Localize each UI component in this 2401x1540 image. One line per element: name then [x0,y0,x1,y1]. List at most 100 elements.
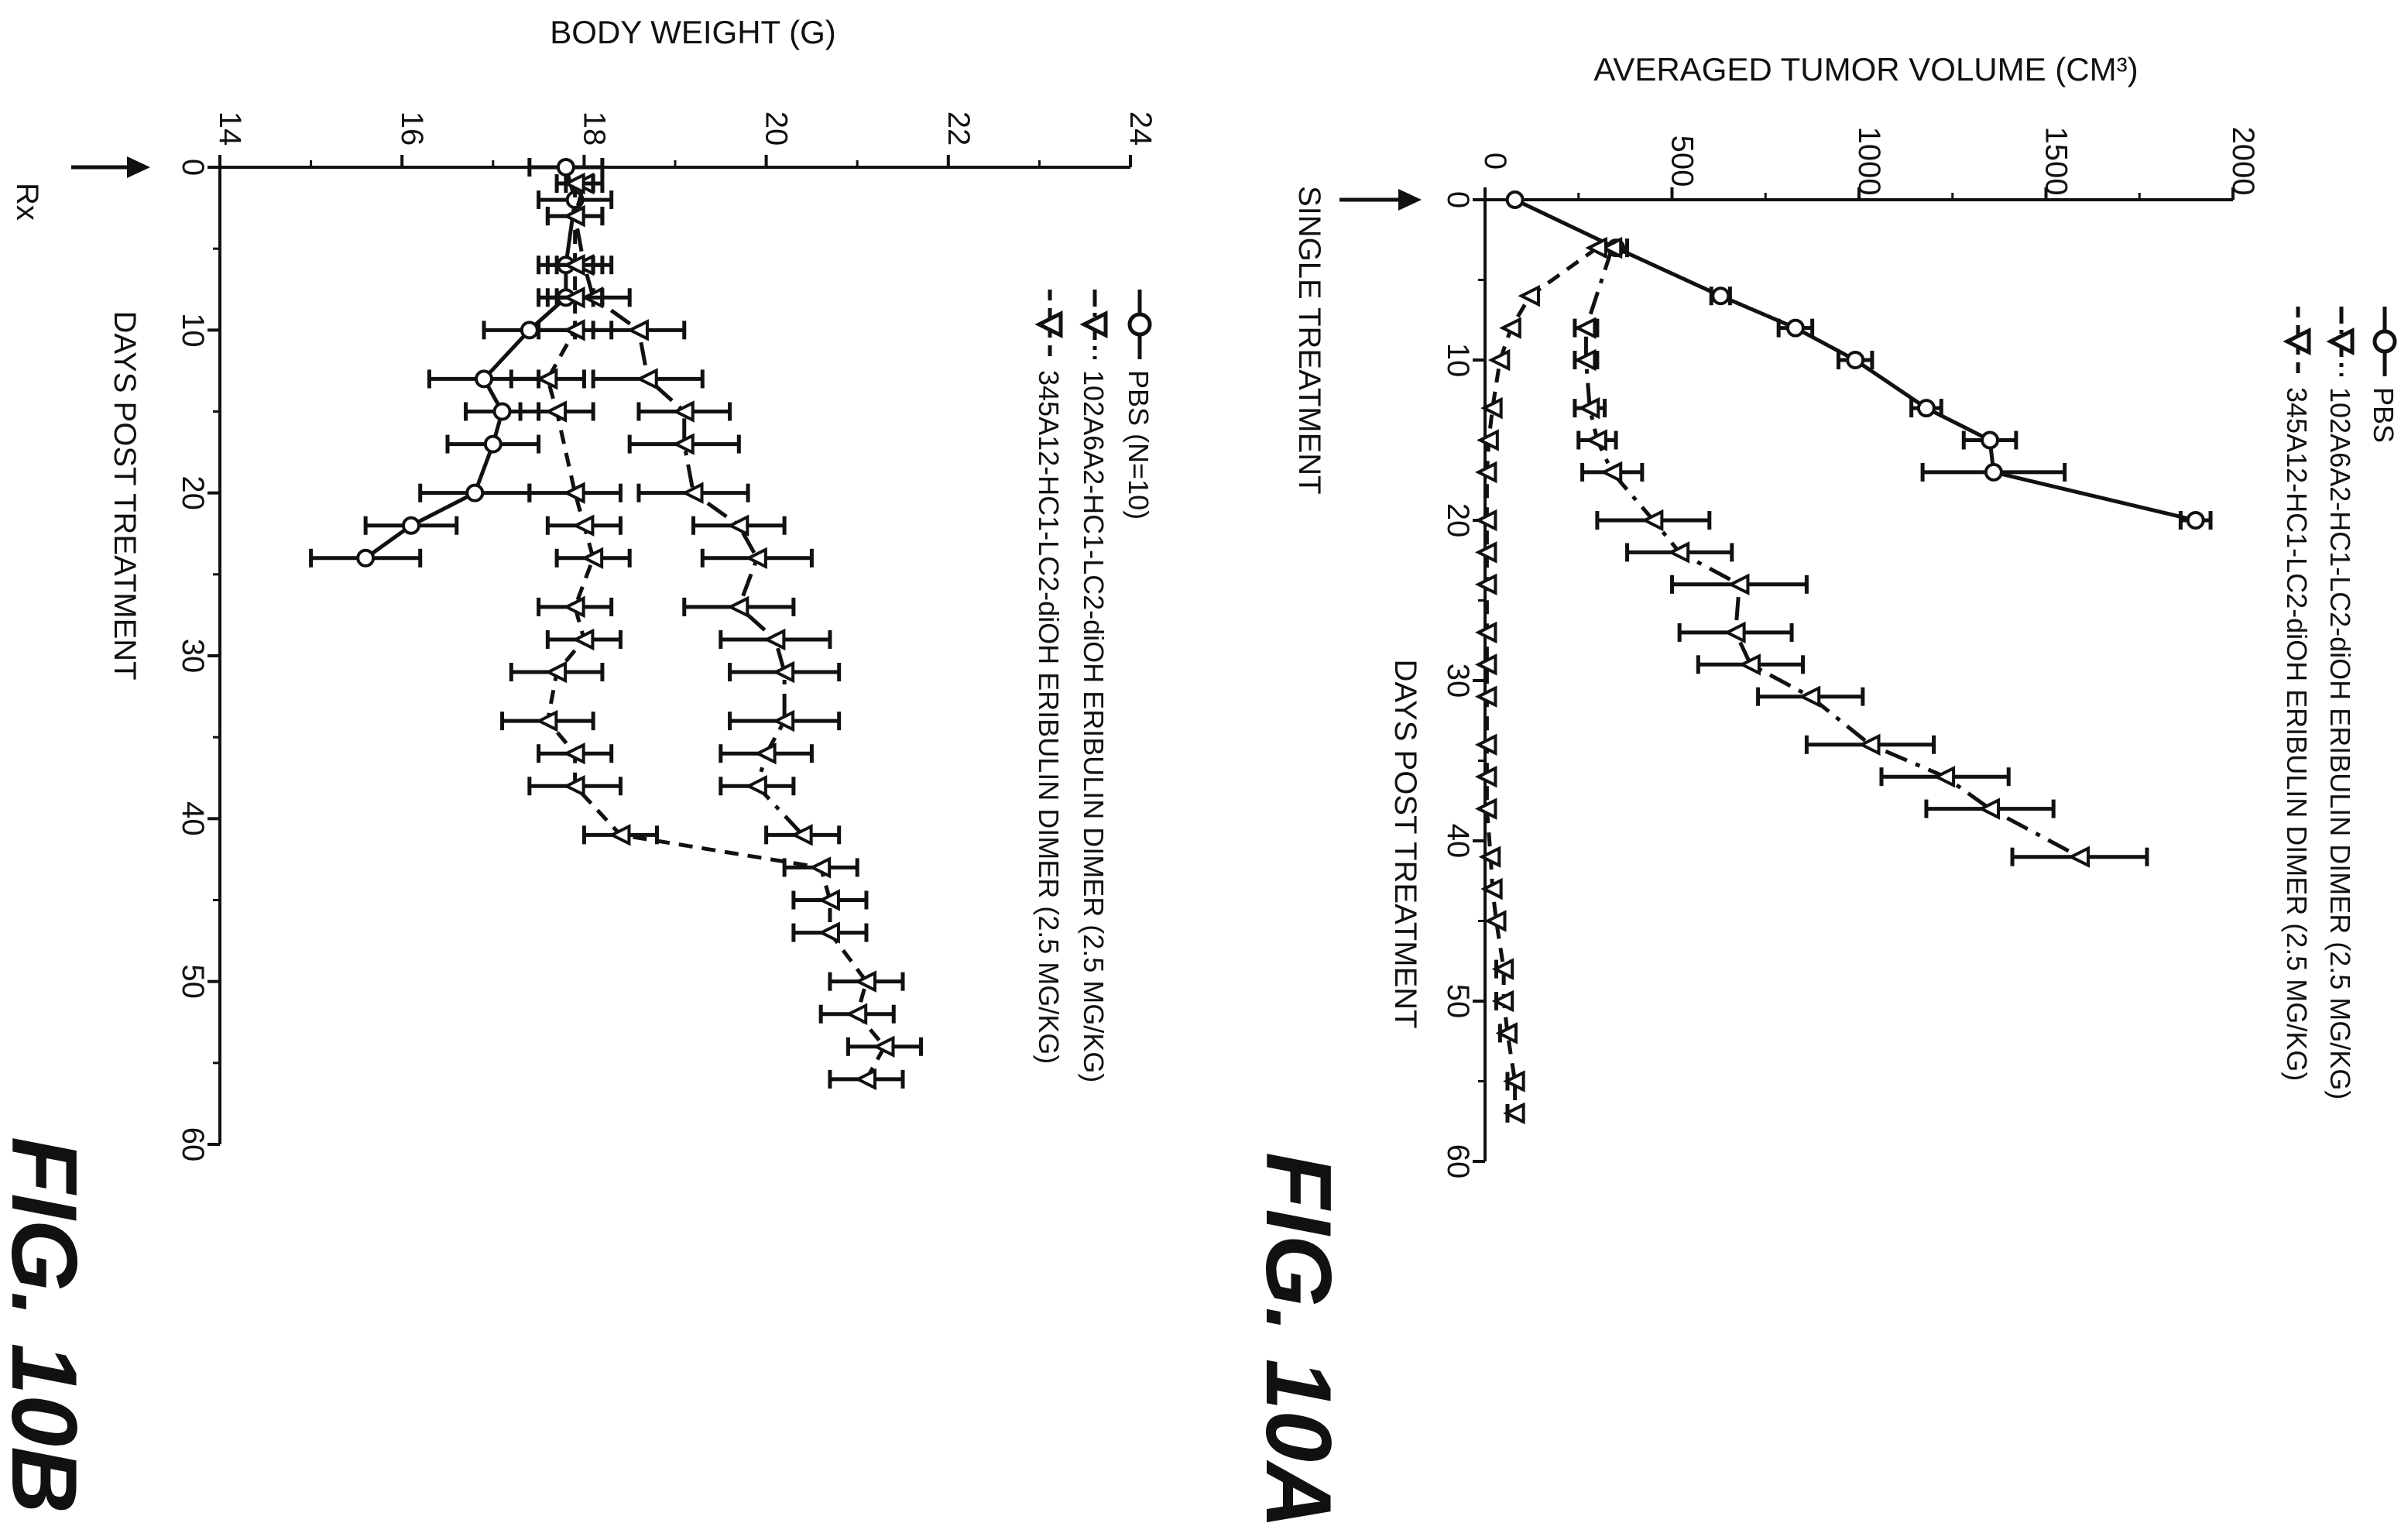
chart-10b-data-point [754,742,777,765]
chart-10a-y-tick-label: 1000 [1852,127,1886,196]
chart-10b-legend-label: 345A12-HC1-LC2-diOH ERIBULIN DIMER (2.5 … [1033,370,1065,1064]
chart-10b-data-point [808,856,832,879]
chart-10b-data-point [563,482,585,504]
chart-10a-series [1474,190,2213,1125]
chart-10a-data-point [1487,348,1511,372]
chart-panel-10b: BODY WEIGHT (G) DAYS POST TREATMENT Rx F… [0,14,1158,1514]
chart-10b-data-point [563,775,585,797]
chart-10b-data-point [745,775,767,797]
chart-10a-data-point [1495,1022,1518,1044]
chart-10b-y-tick-label: 20 [760,111,794,146]
chart-10b-data-point [745,547,767,570]
chart-10b-data-point [556,158,575,177]
chart-10b-series-1 [309,158,614,568]
chart-10b-data-point [492,402,512,421]
chart-10b-x-tick-label: 60 [176,1127,210,1162]
chart-10a-data-point [1499,317,1521,339]
chart-10a-axes: 0 10 20 30 40 50 60 0 500 1000 1500 2000 [1441,127,2260,1179]
chart-10a-data-point [1480,396,1503,420]
chart-panel-10a: AVERAGED TUMOR VOLUME (CM³) DAYS POST TR… [1247,51,2399,1529]
chart-10a-y-tick-label: 1500 [2039,127,2073,196]
chart-10b-data-point [563,172,585,195]
chart-10a-data-point [1503,1102,1525,1125]
chart-10a-legend-marker [2283,327,2311,356]
chart-10b-data-point [636,368,658,390]
chart-10a-data-point [1846,351,1865,369]
chart-10b-data-point [626,319,649,341]
chart-10a-legend-label: 102A6A2-HC1-LC2-diOH ERIBULIN DIMER (2.5… [2324,387,2356,1099]
chart-10b-figure-label: FIG. 10B [0,1137,96,1514]
chart-10a-data-point [1474,509,1497,532]
chart-10a-x-tick-label: 20 [1441,503,1475,538]
chart-10a-data-point [1474,765,1497,788]
chart-10a-xlabel: DAYS POST TREATMENT [1388,659,1422,1028]
chart-10b-data-point [563,253,585,276]
chart-10a-data-point [1484,910,1507,932]
chart-10a-y-tick-label: 0 [1478,153,1512,170]
chart-10b-legend-entry-2: 102A6A2-HC1-LC2-diOH ERIBULIN DIMER (2.5… [1078,290,1110,1082]
chart-10a-data-point [1577,396,1600,420]
chart-10a-data-point [1474,573,1497,596]
chart-10b-data-point [818,889,840,911]
chart-10a-data-point [1477,429,1499,451]
chart-10a-series-line-3 [1484,246,1599,1113]
chart-10b-data-point [854,1068,876,1091]
chart-10b-legend-entry-1: PBS (N=10) [1123,290,1154,520]
chart-10a-data-point [1573,348,1597,372]
chart-10a-data-point [1480,877,1503,900]
chart-10b-data-point [571,628,595,651]
chart-10b-y-tick-label: 14 [213,111,247,146]
chart-10a-ylabel: AVERAGED TUMOR VOLUME (CM³) [1593,51,2138,87]
chart-10b-data-point [818,921,840,944]
chart-10b-data-point [544,400,568,423]
chart-10a-x-tick-label: 30 [1441,664,1475,698]
chart-10b-legend-marker [1127,312,1152,337]
chart-10a-data-point [1738,653,1761,676]
chart-10b-data-point [563,286,585,309]
chart-10a-legend-entry-3: 345A12-HC1-LC2-diOH ERIBULIN DIMER (2.5 … [2281,307,2313,1081]
chart-10b-y-tick-label: 18 [577,111,611,146]
chart-10a-legend-label: PBS [2368,387,2399,443]
chart-10a-series-1 [1505,190,2213,530]
chart-10a-legend-marker [2372,329,2397,354]
chart-10a-x-tick-label: 60 [1441,1144,1475,1179]
chart-10a-data-point [1785,318,1805,338]
chart-10a-legend-entry-2: 102A6A2-HC1-LC2-diOH ERIBULIN DIMER (2.5… [2324,307,2356,1099]
chart-10a-data-point [1981,430,2000,450]
chart-10b-data-point [608,824,631,846]
chart-10b-legend-marker [1079,310,1108,339]
chart-10a-data-point [1474,653,1497,676]
chart-10b-rx-arrow [71,156,150,178]
chart-10b-series-line-3 [545,183,887,1081]
chart-10a-data-point [1600,461,1623,484]
chart-10a-figure-label: FIG. 10A [1247,1152,1350,1529]
chart-10b-data-point [854,970,876,993]
chart-10b-data-point [401,516,420,535]
chart-10b-data-point [672,400,695,423]
chart-10a-data-point [2067,845,2090,868]
chart-10b-data-point [763,628,786,651]
chart-10b-series [309,158,924,1091]
chart-10a-data-point [1585,236,1607,259]
chart-10b-x-tick-label: 30 [176,639,210,674]
chart-10b-data-point [772,709,795,732]
chart-10a-data-point [1474,733,1497,756]
chart-10b-x-tick-label: 40 [176,801,210,836]
chart-10b-xlabel: DAYS POST TREATMENT [108,310,142,680]
chart-10a-x-tick-label: 10 [1441,343,1475,378]
chart-10b-data-point [672,433,695,455]
chart-10b-data-point [772,660,795,684]
chart-10b-x-tick-label: 0 [176,159,210,176]
chart-10a-legend: PBS 102A6A2-HC1-LC2-diOH ERIBULIN DIMER (… [2281,307,2399,1099]
chart-10b-data-point [571,514,595,537]
chart-10a-x-tick-label: 50 [1441,984,1475,1019]
chart-10b-data-point [791,824,813,846]
chart-10b-data-point [356,548,376,568]
chart-10b-data-point [726,595,749,619]
chart-10a-data-point [1858,733,1881,756]
chart-10b-legend-label: 102A6A2-HC1-LC2-diOH ERIBULIN DIMER (2.5… [1078,370,1110,1082]
chart-10a-data-point [1474,461,1497,484]
chart-10b-ylabel: BODY WEIGHT (G) [550,14,835,50]
chart-10b-data-point [581,547,604,570]
